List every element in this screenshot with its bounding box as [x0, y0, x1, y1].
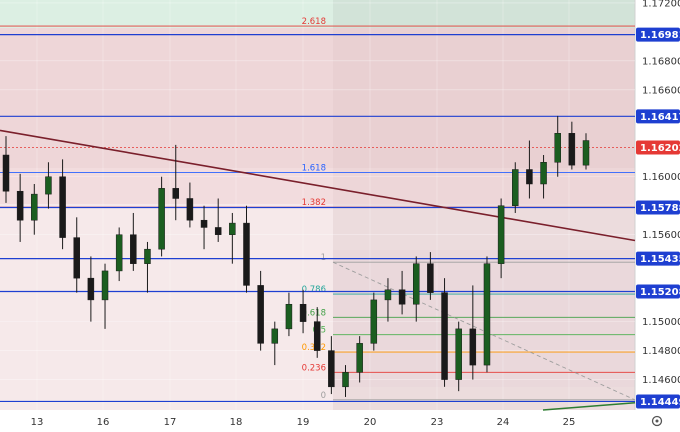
candle-body — [582, 140, 590, 166]
candle-body — [342, 372, 349, 388]
candle-body — [16, 190, 24, 221]
x-tick-label: 20 — [364, 417, 377, 428]
candle-body — [483, 263, 491, 366]
candle-body — [2, 154, 10, 192]
y-tick-label: 1.16000 — [642, 172, 680, 183]
fib-label: 0 — [321, 391, 326, 401]
support-trendline — [542, 401, 636, 411]
candle-body — [384, 289, 392, 301]
y-tick-label: 1.15600 — [642, 230, 680, 241]
fib-label: 0.786 — [302, 285, 326, 295]
candle-body — [45, 176, 52, 195]
candle-body — [356, 343, 363, 373]
trendline — [0, 129, 636, 242]
price-axis-ticks: 1.17200 1.16800 1.16600 1.16000 1.15600 1.150… — [642, 0, 680, 386]
time-axis-panel — [0, 410, 680, 432]
y-tick-label: 1.16600 — [642, 85, 680, 96]
y-tick-label: 1.15000 — [642, 317, 680, 328]
candle-body — [73, 237, 80, 279]
price-badge-label: 1.15788 — [640, 203, 680, 214]
fib-label: 0.618 — [302, 308, 326, 318]
price-axis-panel — [635, 0, 680, 432]
price-badge — [636, 251, 680, 266]
candle-body — [200, 219, 208, 228]
y-tick-label: 1.14600 — [642, 375, 680, 386]
x-tick-label: 18 — [230, 417, 243, 428]
gear-icon[interactable] — [651, 415, 663, 427]
candle-body — [554, 133, 561, 163]
current-price-label: 1.16202 — [640, 143, 680, 154]
y-tick-label: 1.17200 — [642, 0, 680, 9]
candle-body — [299, 303, 307, 322]
candle-body — [87, 277, 95, 301]
candle-body — [540, 162, 547, 185]
candle-body — [172, 188, 180, 199]
y-tick-label: 1.14800 — [642, 346, 680, 357]
fib-zone-top-left — [0, 0, 333, 28]
candle-body — [257, 285, 264, 344]
x-tick-label: 19 — [297, 417, 310, 428]
candle-body — [398, 289, 406, 305]
fib-label: 1.382 — [302, 198, 326, 208]
candle-body — [59, 176, 66, 238]
candle-body — [144, 248, 151, 264]
candle-body — [427, 263, 434, 293]
x-tick-label: 23 — [431, 417, 444, 428]
candle-body — [31, 193, 38, 221]
price-badge — [636, 200, 680, 215]
candle-body — [229, 222, 236, 235]
candle-body — [497, 205, 505, 264]
current-price-badge — [636, 140, 680, 155]
candle-body — [214, 227, 222, 235]
candle-body — [101, 270, 109, 301]
candle-body — [328, 350, 335, 388]
x-tick-label: 16 — [97, 417, 110, 428]
projection-line — [332, 261, 636, 401]
trendline-layer — [0, 129, 636, 411]
candle-body — [130, 234, 137, 264]
candle-body — [313, 321, 321, 351]
candle-body — [186, 198, 194, 221]
price-badge — [636, 284, 680, 299]
x-tick-label: 13 — [31, 417, 44, 428]
candle-body — [512, 169, 519, 206]
candle-body — [285, 303, 293, 330]
candle-body — [568, 133, 576, 166]
candle-body — [412, 263, 420, 305]
x-tick-label: 24 — [497, 417, 510, 428]
price-badge-label: 1.15435 — [640, 254, 680, 265]
candle-body — [115, 234, 123, 272]
price-badge — [636, 109, 680, 124]
candle-body — [469, 328, 477, 366]
fib-zone-top-right — [333, 0, 635, 28]
candle-body — [370, 299, 378, 344]
candle-body — [243, 222, 250, 286]
fib-label: 2.618 — [302, 17, 326, 27]
candle-body — [271, 328, 279, 344]
fib-label: 0.382 — [302, 343, 326, 353]
price-badge — [636, 394, 680, 409]
time-axis-ticks: 13 16 17 18 19 20 23 24 25 — [31, 417, 576, 428]
price-badge-label: 1.16417 — [640, 112, 680, 123]
x-tick-label: 25 — [563, 417, 576, 428]
price-badge-label: 1.15208 — [640, 287, 680, 298]
candle-body — [526, 169, 533, 185]
x-tick-label: 17 — [164, 417, 177, 428]
fib-label: 0.236 — [302, 363, 326, 373]
y-tick-label: 1.16800 — [642, 56, 680, 67]
candle-body — [455, 328, 462, 380]
fib-label: 1.618 — [302, 163, 326, 173]
candle-body — [441, 292, 448, 380]
price-badge — [636, 27, 680, 42]
candles-layer — [2, 115, 590, 397]
candle-body — [158, 188, 165, 250]
price-badge-label: 1.14449 — [640, 397, 680, 408]
